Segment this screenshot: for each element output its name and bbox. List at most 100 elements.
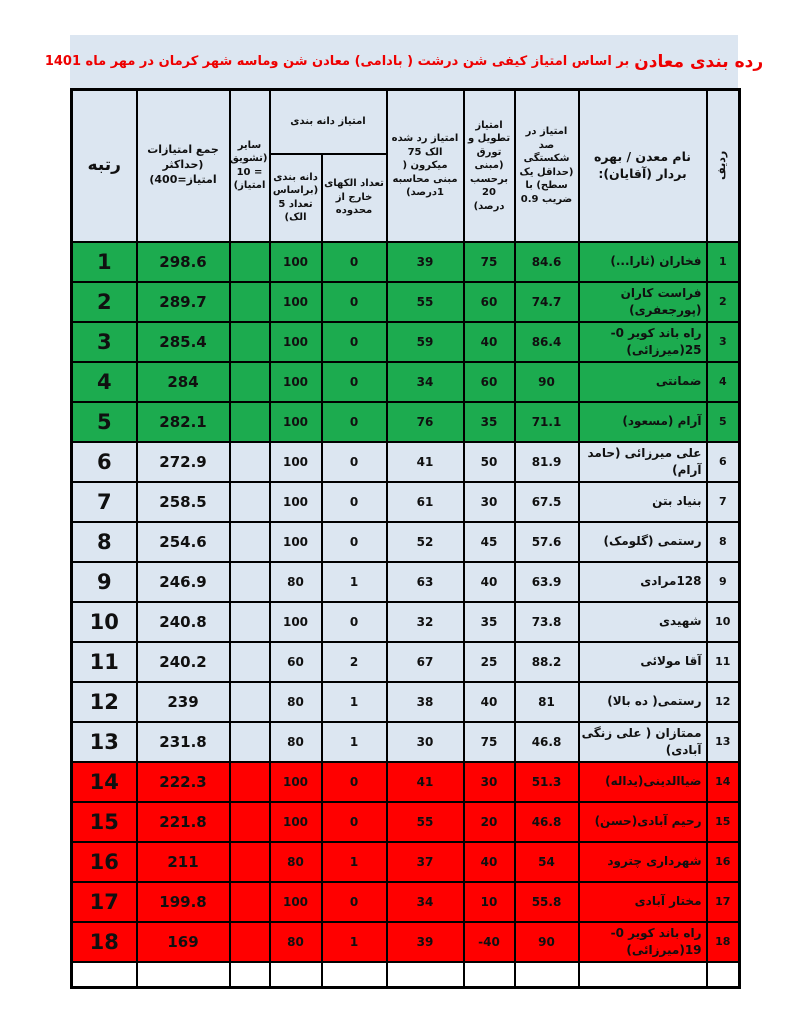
cell-rank: 6 [70, 440, 138, 483]
cell-radif: 18 [705, 920, 741, 963]
cell-sieve75: 59 [385, 320, 465, 363]
cell-other [228, 840, 271, 883]
cell-breakage: 81 [513, 680, 580, 723]
table-row: 10 شهیدی 73.8 35 32 0 100 240.8 10 [70, 600, 741, 643]
cell-radif: 17 [705, 880, 741, 923]
cell-rank: 10 [70, 600, 138, 643]
cell-total: 284 [135, 360, 231, 403]
cell-empty [268, 960, 323, 989]
cell-rank: 5 [70, 400, 138, 443]
table-row: 3 راه باند کویر 0-25(میرزائی) 86.4 40 59 0 100… [70, 320, 741, 363]
cell-empty [513, 960, 580, 989]
cell-breakage: 71.1 [513, 400, 580, 443]
header-radif-label: ردیف [714, 151, 728, 181]
cell-out-of-range: 1 [320, 720, 388, 763]
table-row: 5 آرام (مسعود) 71.1 35 76 0 100 282.1 5 [70, 400, 741, 443]
cell-name: راه باند کویر 0-19(میرزائی) [577, 920, 708, 963]
table-row: 16 شهرداری چترود 54 40 37 1 80 211 16 [70, 840, 741, 883]
cell-other [228, 360, 271, 403]
mine-ranking-table: ردیف نام معدن / بهره بردار (آقایان): امت… [70, 88, 742, 989]
cell-empty [70, 960, 138, 989]
header-radif: ردیف [705, 88, 741, 243]
cell-total: 298.6 [135, 240, 231, 283]
table-row: 4 ضمانتی 90 60 34 0 100 284 4 [70, 360, 741, 403]
report-page: رده بندی معادن بر اساس امتیاز کیفی شن در… [45, 35, 763, 989]
cell-radif: 14 [705, 760, 741, 803]
cell-elongation: 30 [462, 480, 516, 523]
table-row: 1 فخاران (ثارا...) 84.6 75 39 0 100 298.6 1 [70, 240, 741, 283]
report-title-rest: بر اساس امتیاز کیفی شن درشت ( بادامی) مع… [44, 54, 630, 69]
cell-name: ضیاالدینی(یداله) [577, 760, 708, 803]
cell-breakage: 63.9 [513, 560, 580, 603]
cell-name: ضمانتی [577, 360, 708, 403]
cell-other [228, 560, 271, 603]
cell-radif: 15 [705, 800, 741, 843]
cell-total: 240.2 [135, 640, 231, 683]
cell-elongation: 30 [462, 760, 516, 803]
cell-total: 199.8 [135, 880, 231, 923]
cell-breakage: 51.3 [513, 760, 580, 803]
cell-other [228, 400, 271, 443]
cell-grading: 100 [268, 440, 323, 483]
cell-breakage: 86.4 [513, 320, 580, 363]
cell-out-of-range: 1 [320, 840, 388, 883]
cell-grading: 100 [268, 480, 323, 523]
cell-radif: 10 [705, 600, 741, 643]
cell-name: راه باند کویر 0-25(میرزائی) [577, 320, 708, 363]
cell-rank: 8 [70, 520, 138, 563]
cell-empty [705, 960, 741, 989]
cell-name: رستمی (گلومک) [577, 520, 708, 563]
header-other-score: سایر (تشویق = 10 امتیاز) [228, 88, 271, 243]
cell-grading: 100 [268, 320, 323, 363]
cell-breakage: 90 [513, 360, 580, 403]
cell-radif: 5 [705, 400, 741, 443]
cell-out-of-range: 0 [320, 280, 388, 323]
table-row: 7 بنیاد بتن 67.5 30 61 0 100 258.5 7 [70, 480, 741, 523]
cell-out-of-range: 0 [320, 240, 388, 283]
cell-grading: 100 [268, 600, 323, 643]
table-row: 13 ممتازان ( علی زنگی آبادی) 46.8 75 30 1 80 23… [70, 720, 741, 763]
cell-total: 254.6 [135, 520, 231, 563]
table-row-partial [70, 960, 741, 989]
cell-breakage: 54 [513, 840, 580, 883]
cell-radif: 4 [705, 360, 741, 403]
cell-name: رحیم آبادی(حسن) [577, 800, 708, 843]
table-row: 14 ضیاالدینی(یداله) 51.3 30 41 0 100 222.3 14 [70, 760, 741, 803]
cell-sieve75: 38 [385, 680, 465, 723]
cell-sieve75: 76 [385, 400, 465, 443]
cell-total: 222.3 [135, 760, 231, 803]
cell-sieve75: 63 [385, 560, 465, 603]
cell-rank: 14 [70, 760, 138, 803]
cell-grading: 80 [268, 920, 323, 963]
table-row: 8 رستمی (گلومک) 57.6 45 52 0 100 254.6 8 [70, 520, 741, 563]
cell-total: 272.9 [135, 440, 231, 483]
cell-other [228, 320, 271, 363]
table-header: ردیف نام معدن / بهره بردار (آقایان): امت… [70, 88, 741, 243]
cell-rank: 9 [70, 560, 138, 603]
cell-sieve75: 32 [385, 600, 465, 643]
cell-grading: 80 [268, 680, 323, 723]
cell-name: علی میرزائی (حامد آرام) [577, 440, 708, 483]
cell-rank: 18 [70, 920, 138, 963]
cell-radif: 11 [705, 640, 741, 683]
cell-name: رستمی( ده بالا) [577, 680, 708, 723]
cell-name: مختار آبادی [577, 880, 708, 923]
cell-rank: 13 [70, 720, 138, 763]
cell-rank: 17 [70, 880, 138, 923]
cell-elongation: 10 [462, 880, 516, 923]
cell-rank: 3 [70, 320, 138, 363]
cell-name: شهرداری چترود [577, 840, 708, 883]
cell-grading: 80 [268, 560, 323, 603]
cell-out-of-range: 1 [320, 560, 388, 603]
cell-other [228, 760, 271, 803]
cell-radif: 9 [705, 560, 741, 603]
cell-elongation: 60 [462, 360, 516, 403]
cell-radif: 16 [705, 840, 741, 883]
cell-grading: 80 [268, 720, 323, 763]
cell-breakage: 84.6 [513, 240, 580, 283]
cell-out-of-range: 0 [320, 480, 388, 523]
cell-out-of-range: 0 [320, 400, 388, 443]
cell-total: 240.8 [135, 600, 231, 643]
cell-elongation: 20 [462, 800, 516, 843]
